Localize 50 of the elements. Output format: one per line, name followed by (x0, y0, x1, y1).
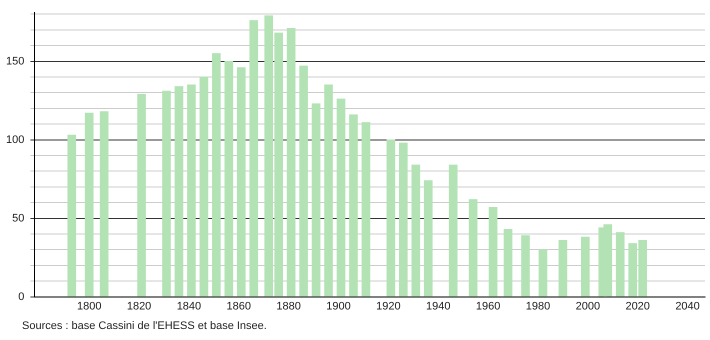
bar (336, 98, 346, 297)
x-tick-label: 1820 (126, 300, 152, 312)
bar (299, 66, 308, 297)
bar (224, 60, 234, 297)
bar (558, 240, 568, 297)
bar (212, 53, 221, 297)
y-tick-label: 150 (6, 55, 24, 68)
x-tick-label: 1940 (426, 300, 450, 312)
bar (581, 236, 590, 297)
bar (162, 90, 171, 297)
bar (236, 67, 246, 297)
bar (312, 103, 320, 297)
x-tick-label: 2000 (576, 300, 600, 312)
bar (504, 228, 512, 297)
y-tick-label: 0 (18, 290, 24, 303)
bar (521, 235, 530, 297)
bar (100, 111, 108, 297)
bar (399, 142, 408, 297)
bar (187, 84, 196, 297)
x-tick-label: 1860 (226, 300, 252, 312)
x-tick-label: 1920 (376, 300, 401, 312)
x-tick-label: 1900 (326, 300, 351, 312)
y-tick-label: 100 (6, 134, 24, 146)
bar (362, 122, 370, 297)
bar (324, 84, 333, 297)
bar (249, 20, 258, 297)
x-tick-label: 1960 (476, 300, 500, 312)
x-tick-label: 1840 (176, 300, 202, 312)
y-tick-label: 50 (12, 212, 24, 224)
bar (616, 232, 625, 297)
bar (538, 249, 548, 297)
x-tick-label: 1800 (76, 300, 102, 312)
x-tick-label: 2040 (675, 300, 700, 312)
bar (448, 164, 458, 297)
bar (468, 199, 478, 297)
bar (84, 112, 94, 297)
bar (200, 76, 208, 297)
bar (286, 28, 296, 297)
bar (488, 206, 498, 297)
x-tick-label: 2020 (625, 300, 650, 312)
bar (137, 94, 146, 297)
bar (67, 134, 76, 297)
x-tick-label: 1880 (276, 300, 301, 312)
x-tick-label: 1980 (526, 300, 550, 312)
bar (349, 114, 358, 297)
source-note: Sources : base Cassini de l'EHESS et base Insee. (22, 320, 267, 332)
bar (174, 86, 184, 297)
bar (424, 180, 433, 297)
bar (386, 139, 396, 297)
bar (411, 164, 420, 297)
